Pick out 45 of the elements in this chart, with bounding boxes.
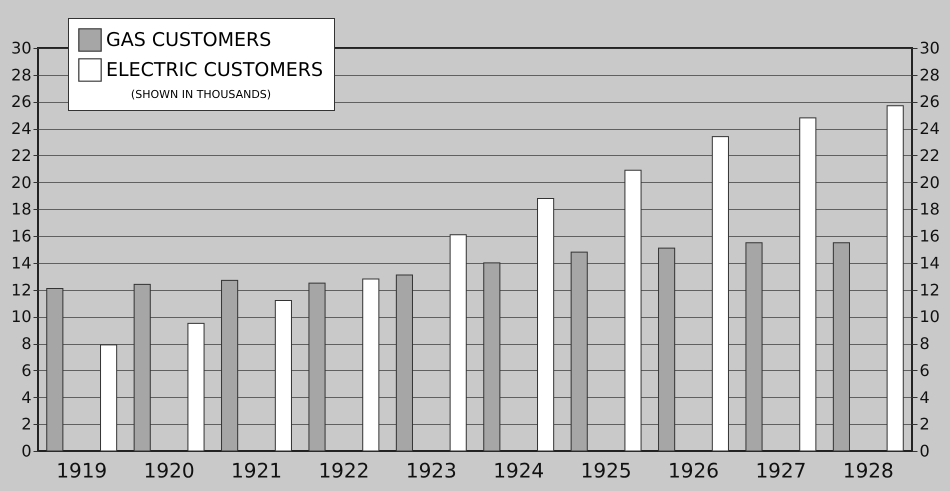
- y2-tick-label: 4: [920, 388, 930, 407]
- y-tick-label: 30: [11, 38, 32, 58]
- y2-tick-label: 28: [920, 65, 940, 84]
- y2-tick-label: 18: [920, 200, 940, 219]
- y2-tick-label: 12: [920, 280, 940, 300]
- legend-label: ELECTRIC CUSTOMERS: [106, 59, 324, 81]
- x-tick-label: 1919: [56, 458, 108, 482]
- y-tick-label: 22: [11, 146, 32, 165]
- y2-tick-label: 2: [920, 414, 930, 434]
- y-tick-label: 26: [11, 92, 32, 112]
- y-tick-label: 18: [11, 200, 32, 219]
- y2-tick-label: 0: [920, 442, 930, 460]
- y-tick-label: 16: [11, 226, 32, 246]
- y2-tick-label: 30: [920, 38, 940, 58]
- x-tick-label: 1923: [406, 458, 457, 482]
- y2-tick-label: 10: [920, 307, 940, 326]
- y2-tick-label: 8: [920, 334, 930, 354]
- y-tick-label: 12: [11, 280, 32, 300]
- y-tick-label: 14: [11, 253, 32, 272]
- y-tick-label: 8: [21, 334, 32, 354]
- y2-tick-label: 14: [920, 253, 940, 272]
- y-tick-label: 10: [11, 307, 32, 326]
- y-tick-label: 24: [11, 119, 32, 138]
- annotation: (SHOWN IN THOUSANDS): [130, 88, 272, 101]
- x-tick-label: 1928: [842, 458, 894, 482]
- x-tick-label: 1924: [493, 458, 544, 482]
- y2-tick-label: 26: [920, 92, 940, 112]
- y-tick-label: 6: [21, 360, 32, 380]
- x-tick-label: 1927: [755, 458, 806, 482]
- x-tick-label: 1921: [231, 458, 282, 482]
- x-tick-label: 1922: [318, 458, 370, 482]
- x-tick-label: 1920: [144, 458, 195, 482]
- y2-tick-label: 22: [920, 146, 940, 165]
- y2-tick-label: 24: [920, 119, 940, 138]
- y-tick-label: 28: [11, 65, 32, 84]
- y2-tick-label: 6: [920, 360, 930, 380]
- x-tick-label: 1926: [668, 458, 719, 482]
- y2-tick-label: 20: [920, 172, 940, 192]
- legend-label: GAS CUSTOMERS: [106, 29, 272, 51]
- y-tick-label: 0: [21, 442, 32, 460]
- y-tick-label: 2: [21, 414, 32, 434]
- y2-tick-label: 16: [920, 226, 940, 246]
- y-tick-label: 4: [21, 388, 32, 407]
- x-tick-label: 1925: [580, 458, 632, 482]
- y-tick-label: 20: [11, 172, 32, 192]
